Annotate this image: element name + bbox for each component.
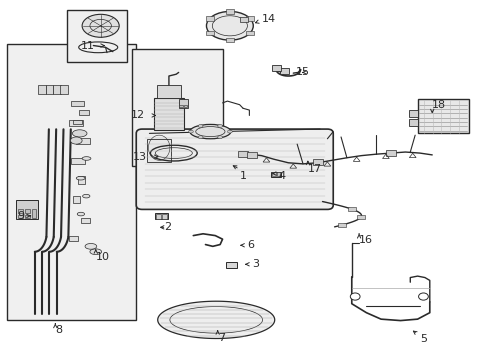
Ellipse shape [217, 136, 222, 139]
Ellipse shape [349, 293, 359, 300]
Ellipse shape [198, 136, 203, 139]
Bar [16, 200, 38, 220]
Bar [348, 207, 355, 211]
Text: 18: 18 [431, 100, 446, 110]
Bar [132, 49, 222, 166]
Bar [280, 68, 288, 74]
Bar [205, 31, 213, 35]
Bar [25, 215, 30, 219]
Bar [157, 85, 181, 98]
Ellipse shape [82, 157, 91, 160]
Text: 10: 10 [96, 252, 109, 262]
Ellipse shape [82, 194, 90, 198]
Bar [53, 85, 61, 94]
Bar [25, 210, 30, 213]
Bar [60, 85, 68, 94]
Bar [246, 17, 254, 21]
Bar [239, 17, 248, 22]
Bar [312, 159, 322, 165]
Ellipse shape [70, 137, 82, 144]
Text: 16: 16 [358, 235, 372, 245]
Bar [78, 176, 85, 184]
Ellipse shape [77, 212, 84, 216]
FancyBboxPatch shape [136, 129, 332, 210]
Bar [73, 120, 81, 125]
Bar [69, 236, 78, 241]
Text: 1: 1 [239, 171, 246, 181]
Text: 11: 11 [81, 41, 95, 50]
Ellipse shape [188, 130, 193, 133]
Ellipse shape [227, 130, 232, 133]
Ellipse shape [72, 130, 87, 137]
Ellipse shape [217, 125, 222, 127]
Text: 2: 2 [163, 222, 171, 232]
Ellipse shape [418, 293, 427, 300]
Ellipse shape [82, 14, 119, 37]
Bar [356, 215, 364, 219]
Bar [73, 196, 80, 203]
Bar [183, 105, 186, 107]
Ellipse shape [189, 125, 230, 139]
Bar [179, 105, 182, 107]
Bar [225, 9, 233, 14]
Bar [246, 31, 254, 35]
Text: 14: 14 [261, 14, 275, 24]
Bar [408, 119, 417, 126]
Bar [338, 223, 346, 227]
Text: 8: 8 [55, 325, 62, 335]
Bar [247, 152, 257, 158]
Bar [154, 98, 183, 130]
Text: 5: 5 [419, 333, 426, 343]
Bar [45, 85, 53, 94]
Bar [271, 65, 280, 71]
Bar [38, 85, 46, 94]
Bar [276, 172, 280, 176]
Ellipse shape [90, 249, 102, 255]
Text: 15: 15 [295, 67, 309, 77]
Ellipse shape [76, 176, 85, 180]
Ellipse shape [85, 243, 97, 249]
Bar [238, 151, 247, 157]
Bar [225, 262, 236, 268]
Text: 9: 9 [17, 211, 24, 221]
Bar [385, 150, 395, 156]
Bar [272, 172, 275, 176]
Bar [225, 38, 233, 42]
Text: 7: 7 [217, 333, 224, 343]
Text: 6: 6 [246, 240, 253, 250]
Bar [205, 17, 213, 21]
Text: 13: 13 [133, 152, 147, 162]
Ellipse shape [198, 125, 203, 127]
Bar [32, 210, 36, 219]
Bar [162, 214, 166, 219]
Bar [155, 213, 168, 220]
Text: 12: 12 [131, 111, 145, 121]
Bar [417, 99, 468, 134]
Bar [66, 10, 127, 62]
Bar [79, 110, 89, 116]
Polygon shape [158, 301, 274, 338]
Bar [178, 99, 188, 108]
Bar [6, 44, 136, 320]
Ellipse shape [206, 12, 253, 40]
Bar [271, 172, 281, 177]
Bar [147, 139, 171, 162]
Bar [408, 110, 417, 117]
Text: 3: 3 [251, 259, 258, 269]
Bar [71, 101, 83, 107]
Bar [81, 218, 90, 223]
Bar [18, 215, 22, 219]
Bar [76, 138, 90, 144]
Bar [69, 121, 82, 126]
Bar [156, 214, 161, 219]
Text: 17: 17 [307, 164, 322, 174]
Bar [71, 158, 85, 164]
Text: 4: 4 [278, 171, 285, 181]
Bar [18, 210, 22, 213]
